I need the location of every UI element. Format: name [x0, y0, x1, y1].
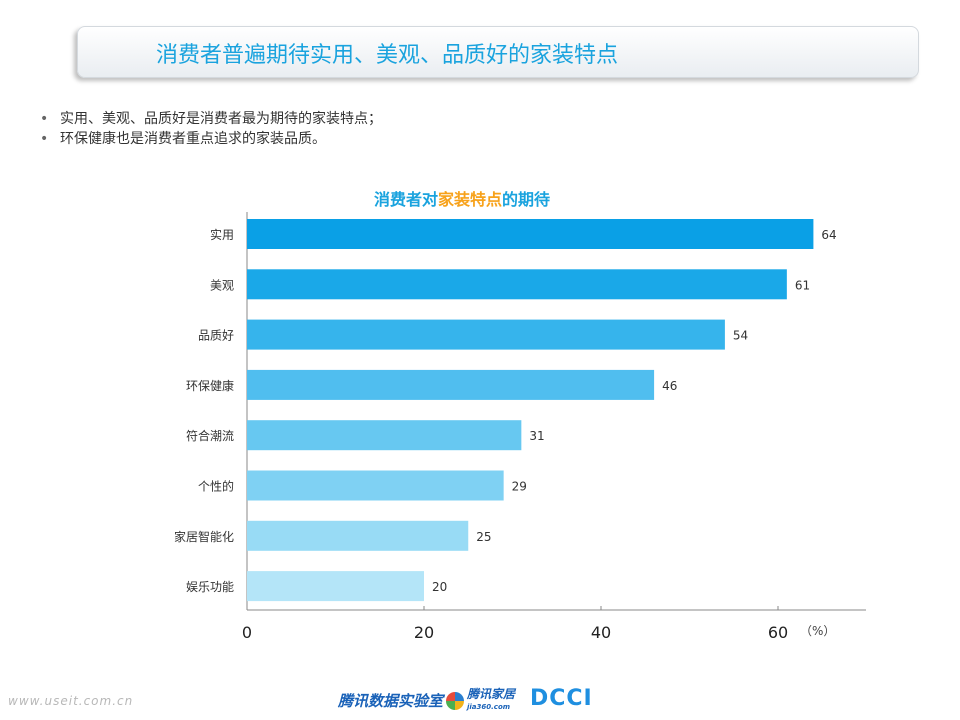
bullet-text: 实用、美观、品质好是消费者最为期待的家装特点；: [60, 111, 382, 127]
tencent-home-sub: jia360.com: [467, 703, 511, 711]
value-label: 46: [662, 379, 677, 393]
value-label: 64: [821, 228, 836, 242]
bar: [247, 319, 725, 350]
category-label: 美观: [210, 278, 234, 292]
tencent-home-logo: 腾讯家居 jia360.com: [446, 688, 515, 714]
bar: [247, 420, 522, 451]
category-label: 实用: [210, 227, 234, 242]
chart-title-part: 的期待: [502, 190, 551, 209]
bullet-dot: •: [40, 131, 49, 147]
tencent-home-label: 腾讯家居: [467, 687, 516, 701]
category-label: 环保健康: [186, 378, 234, 393]
bar: [247, 369, 655, 400]
unit-label: （%）: [800, 624, 835, 638]
page-title: 消费者普遍期待实用、美观、品质好的家装特点: [156, 43, 619, 68]
value-label: 31: [529, 429, 544, 443]
tencent-ball-icon: [446, 692, 464, 710]
value-label: 20: [432, 580, 447, 594]
bar: [247, 571, 424, 602]
bullet-dot: •: [40, 111, 49, 127]
dcci-logo: DCCI: [530, 686, 593, 711]
category-label: 符合潮流: [186, 428, 234, 443]
bullet-item: • 环保健康也是消费者重点追求的家装品质。: [40, 129, 382, 149]
bar: [247, 470, 504, 501]
chart-title: 消费者对家装特点的期待: [374, 186, 550, 210]
bullet-text: 环保健康也是消费者重点追求的家装品质。: [60, 131, 326, 147]
chart-title-part: 消费者对: [374, 190, 439, 209]
bullet-item: • 实用、美观、品质好是消费者最为期待的家装特点；: [40, 109, 382, 129]
title-banner: 消费者普遍期待实用、美观、品质好的家装特点: [77, 26, 919, 78]
x-tick-label: 0: [242, 623, 252, 642]
value-label: 25: [476, 530, 491, 544]
value-label: 61: [795, 278, 810, 292]
value-label: 54: [733, 329, 748, 343]
bar: [247, 219, 814, 249]
category-label: 家居智能化: [174, 529, 234, 544]
bar: [247, 269, 787, 300]
chart-title-highlight: 家装特点: [438, 190, 503, 209]
tencent-home-text: 腾讯家居 jia360.com: [467, 688, 515, 714]
bar: [247, 520, 469, 551]
category-label: 个性的: [198, 479, 234, 494]
x-tick-label: 40: [591, 623, 611, 642]
bullet-list: • 实用、美观、品质好是消费者最为期待的家装特点； • 环保健康也是消费者重点追求的…: [40, 109, 382, 149]
category-label: 娱乐功能: [186, 580, 234, 594]
category-label: 品质好: [198, 329, 234, 343]
footer-url: www.useit.com.cn: [8, 694, 134, 708]
tencent-data-lab-logo: 腾讯数据实验室: [338, 692, 444, 710]
x-tick-label: 60: [768, 623, 788, 642]
x-tick-label: 20: [414, 623, 434, 642]
value-label: 29: [512, 480, 527, 494]
